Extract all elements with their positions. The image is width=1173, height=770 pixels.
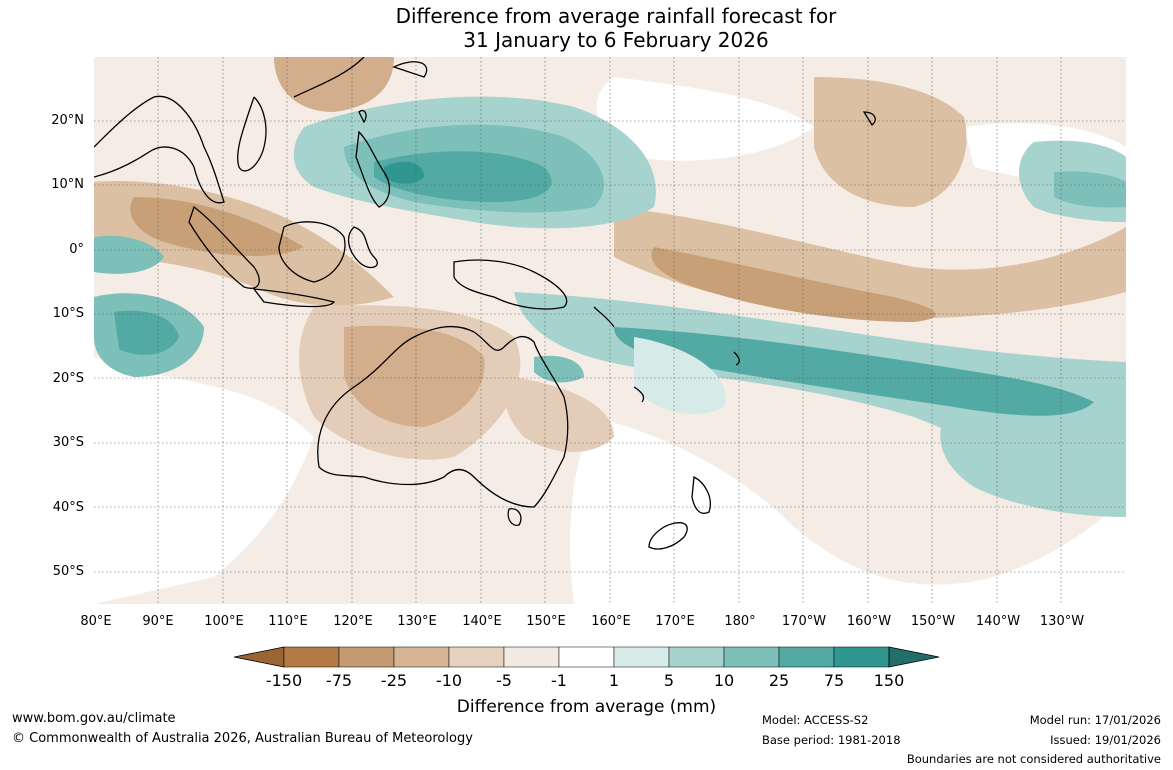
lon-label: 90°E [142,614,174,629]
java-coast [252,288,336,308]
legend-swatch [393,646,450,668]
lon-label: 130°W [1039,614,1085,629]
lon-label: 120°E [333,614,373,629]
lon-label: 150°W [910,614,956,629]
legend-swatch [613,646,670,668]
lat-label: 50°S [52,564,84,579]
lon-label: 170°E [655,614,695,629]
legend-tick: -150 [265,671,303,690]
model-name: Model: ACCESS-S2 [762,713,869,727]
legend-swatch [338,646,395,668]
coastlines [94,57,876,550]
australia-coast [317,325,569,508]
lat-label: 10°N [51,177,84,192]
legend-tick: -75 [325,671,353,690]
legend-bar [233,646,940,668]
legend-tick: -5 [496,671,512,690]
lon-label: 160°E [591,614,631,629]
lon-label: 110°E [268,614,308,629]
legend-tick: 1 [608,671,620,690]
lat-label: 40°S [52,500,84,515]
legend-tick: -1 [551,671,567,690]
lon-label: 130°E [397,614,437,629]
lon-label: 170°W [781,614,827,629]
legend-swatch [283,646,340,668]
website-link[interactable]: www.bom.gov.au/climate [12,711,176,726]
legend-swatch [503,646,560,668]
map-canvas [94,57,1126,604]
lat-label: 10°S [52,306,84,321]
lon-label: 150°E [526,614,566,629]
near-average-areas [94,77,1126,604]
tasmania-coast [507,508,522,526]
new-guinea-coast [453,259,568,310]
legend-swatch [558,646,615,668]
lat-label: 20°N [51,113,84,128]
lon-label: 140°W [975,614,1021,629]
asia-mainland-coast [94,57,365,204]
boundaries-disclaimer: Boundaries are not considered authoritat… [906,752,1161,766]
legend-tick: -25 [380,671,408,690]
lon-label: 80°E [80,614,112,629]
legend-swatch [448,646,505,668]
lon-label: 160°W [846,614,892,629]
copyright-notice: © Commonwealth of Australia 2026, Austra… [12,731,473,746]
lat-label: 0° [69,242,84,257]
sulawesi-coast [347,226,378,269]
lon-label: 140°E [462,614,502,629]
new-zealand-coast [648,475,711,550]
model-run-date: Model run: 17/01/2026 [1029,713,1161,727]
lon-label: 100°E [204,614,244,629]
legend-swatch [778,646,835,668]
borneo-coast [278,221,346,283]
legend-swatch [668,646,725,668]
philippines-coast [355,130,391,208]
colour-legend [233,645,940,679]
legend-swatch [723,646,780,668]
legend-label: Difference from average (mm) [456,697,717,717]
legend-arrow-wet [888,646,940,668]
legend-swatch [833,646,890,668]
base-period: Base period: 1981-2018 [762,733,901,747]
graticule [94,57,1126,604]
wetter-than-average-areas [94,96,1126,517]
sumatra-coast [188,205,260,289]
legend-tick: 10 [713,671,735,690]
lat-label: 30°S [52,435,84,450]
map-title-line2: 31 January to 6 February 2026 [463,28,769,52]
drier-than-average-areas [94,57,1126,460]
issued-date: Issued: 19/01/2026 [1050,733,1161,747]
lon-label: 180° [724,614,756,629]
legend-tick: 25 [768,671,790,690]
map-title-line1: Difference from average rainfall forecas… [395,4,837,28]
legend-tick: 150 [873,671,905,690]
legend-tick: -10 [435,671,463,690]
legend-tick: 5 [663,671,675,690]
lat-label: 20°S [52,371,84,386]
rainfall-anomaly-map [94,57,1126,604]
legend-tick: 75 [823,671,845,690]
legend-arrow-dry [233,646,285,668]
